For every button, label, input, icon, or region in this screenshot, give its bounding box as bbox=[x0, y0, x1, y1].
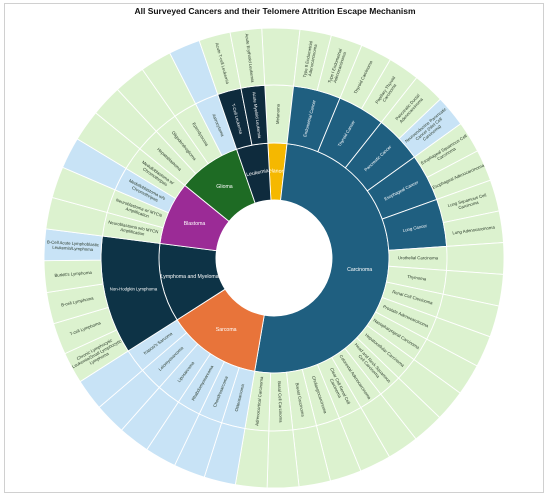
segment-label-osteosarcoma: Osteosarcoma bbox=[234, 383, 246, 412]
segment-d2-empty[interactable] bbox=[446, 242, 505, 275]
segment-label-b-cell-acute-lymphoblastic-leukemia-lymp: B-Cell Acute LymphoblasticLeukemia/Lymph… bbox=[47, 240, 100, 253]
segment-label-breast-carcinoma: Breast Carcinoma bbox=[294, 382, 305, 417]
segment-label-sarcoma: Sarcoma bbox=[216, 327, 237, 333]
segment-d2-acute-erythroid-leukemia[interactable] bbox=[229, 27, 266, 89]
segment-label-acute-erythroid-leukemia: Acute Erythroid Leukemia bbox=[244, 33, 255, 83]
chart-title: All Surveyed Cancers and their Telomere … bbox=[134, 6, 416, 16]
segment-label-basal-cell-carcinoma: Basal Cell Carcinoma bbox=[277, 381, 284, 423]
segment-label-burkitt-s-lymphoma: Burkitt's Lymphoma bbox=[54, 270, 92, 278]
segment-label-type-ii-endometrial-adenocarcinoma: Type II EndometrialAdenocarcinoma bbox=[302, 41, 319, 79]
segment-label-leukemia: Leukemia bbox=[246, 168, 269, 178]
segment-label-melanoma: Melanoma bbox=[264, 169, 289, 176]
segment-label-lymphoma-and-myeloma: Lymphoma and Myeloma bbox=[161, 274, 219, 280]
segment-label-lung-adenocarcinoma: Lung Adenocarcinoma bbox=[452, 225, 496, 236]
segment-label-carcinoma: Carcinoma bbox=[347, 268, 372, 274]
segment-label-acute-myeloid-leukemia: Acute Myeloid Leukemia bbox=[251, 91, 262, 139]
segment-label-thymoma: Thymoma bbox=[407, 274, 427, 282]
segment-label-lung-cancer: Lung Cancer bbox=[402, 223, 428, 233]
segment-label-urothelial-carcinoma: Urothelial Carcinoma bbox=[398, 255, 439, 260]
segment-label-non-hodgkin-lymphoma: Non-Hodgkin Lymphoma bbox=[110, 287, 158, 292]
segment-label-melanoma: Melanoma bbox=[275, 103, 281, 124]
segment-label-adrenocortical-carcinoma: Adrenocortical Carcinoma bbox=[254, 376, 264, 426]
segment-label-blastoma: Blastoma bbox=[184, 221, 206, 227]
segment-label-glioma: Glioma bbox=[216, 184, 233, 190]
